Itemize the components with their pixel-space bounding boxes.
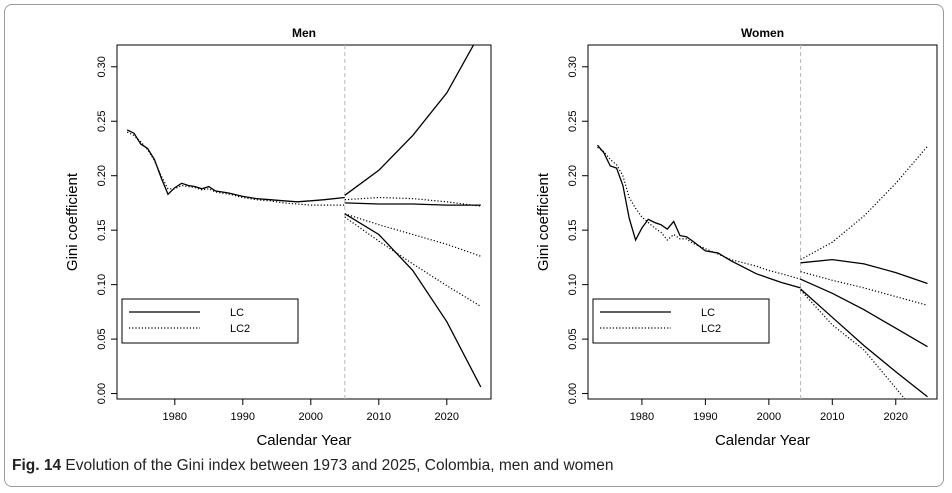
women-y-axis-label: Gini coefficient [535,172,552,271]
women-legend-box [592,298,770,344]
men-series-lc-lower [344,213,482,388]
men-series-lc-central [344,202,481,206]
men-x-tick-label: 1980 [163,411,187,423]
women-x-tick-label: 1990 [693,411,717,423]
women-y-tick-label: 0.25 [567,111,579,132]
men-series-lc2-upper [344,196,481,207]
figure-canvas: Men 1980 1990 2000 2010 2020 0.00 0.05 0.10 0.15 0… [64,26,938,449]
men-x-tick-label: 1990 [231,411,255,423]
men-legend-label-lc2: LC2 [230,323,250,335]
women-series-group [597,144,928,399]
figure-caption-text: Evolution of the Gini index between 1973… [65,457,614,474]
men-series-lc-upper [344,45,475,196]
women-y-tick-label: 0.15 [567,219,579,240]
men-series-lc2 [126,131,345,206]
women-series-lc-central [800,278,928,348]
men-series-group [126,45,482,388]
men-series-lc [126,129,345,203]
women-plot-box [587,44,938,400]
men-y-axis-label: Gini coefficient [64,172,81,271]
women-legend-label-lc2: LC2 [701,323,721,335]
men-y-tick-label: 0.05 [96,328,108,349]
men-x-tick-label: 2010 [367,411,391,423]
men-plot-box [116,44,492,400]
women-series-lc2-upper [800,145,928,261]
women-series-lc2-lower [800,289,906,399]
men-series-lc2-central [344,213,481,257]
men-x-tick-label: 2020 [435,411,459,423]
men-x-axis-label: Calendar Year [256,432,351,449]
men-y-tick-label: 0.00 [96,383,108,404]
women-chart-title: Women [741,26,784,40]
women-series-lc-upper [800,258,928,285]
men-panel: Men 1980 1990 2000 2010 2020 0.00 0.05 0.10 0.15 0… [64,26,492,449]
men-legend-box [121,298,299,344]
figure-caption-label: Fig. 14 [12,457,62,474]
figure-caption: Fig. 14 Evolution of the Gini index betw… [12,457,613,475]
women-series-lc2-central [800,271,928,306]
men-x-tick-label: 2000 [299,411,323,423]
women-x-tick-label: 1980 [630,411,654,423]
women-legend-label-lc: LC [701,307,715,319]
men-y-tick-label: 0.30 [96,56,108,77]
women-x-tick-label: 2010 [820,411,844,423]
men-y-tick-label: 0.10 [96,274,108,295]
figure-frame: Men 1980 1990 2000 2010 2020 0.00 0.05 0.10 0.15 0… [4,4,944,487]
men-y-tick-label: 0.25 [96,111,108,132]
men-y-tick-label: 0.20 [96,165,108,186]
men-legend-label-lc: LC [230,307,244,319]
women-series-lc [597,144,801,289]
women-x-tick-label: 2000 [757,411,781,423]
women-x-axis-label: Calendar Year [715,432,810,449]
women-y-tick-label: 0.10 [567,274,579,295]
women-y-tick-label: 0.00 [567,383,579,404]
men-series-lc2-lower [344,216,482,307]
women-y-tick-label: 0.20 [567,165,579,186]
men-y-tick-label: 0.15 [96,219,108,240]
women-y-tick-label: 0.05 [567,328,579,349]
women-x-tick-label: 2020 [884,411,908,423]
men-chart-title: Men [292,26,316,40]
women-panel: Women 1980 1990 2000 2010 2020 0.00 0.05 0.10 0.1… [535,26,938,449]
women-y-tick-label: 0.30 [567,56,579,77]
women-series-lc-lower [800,288,928,398]
